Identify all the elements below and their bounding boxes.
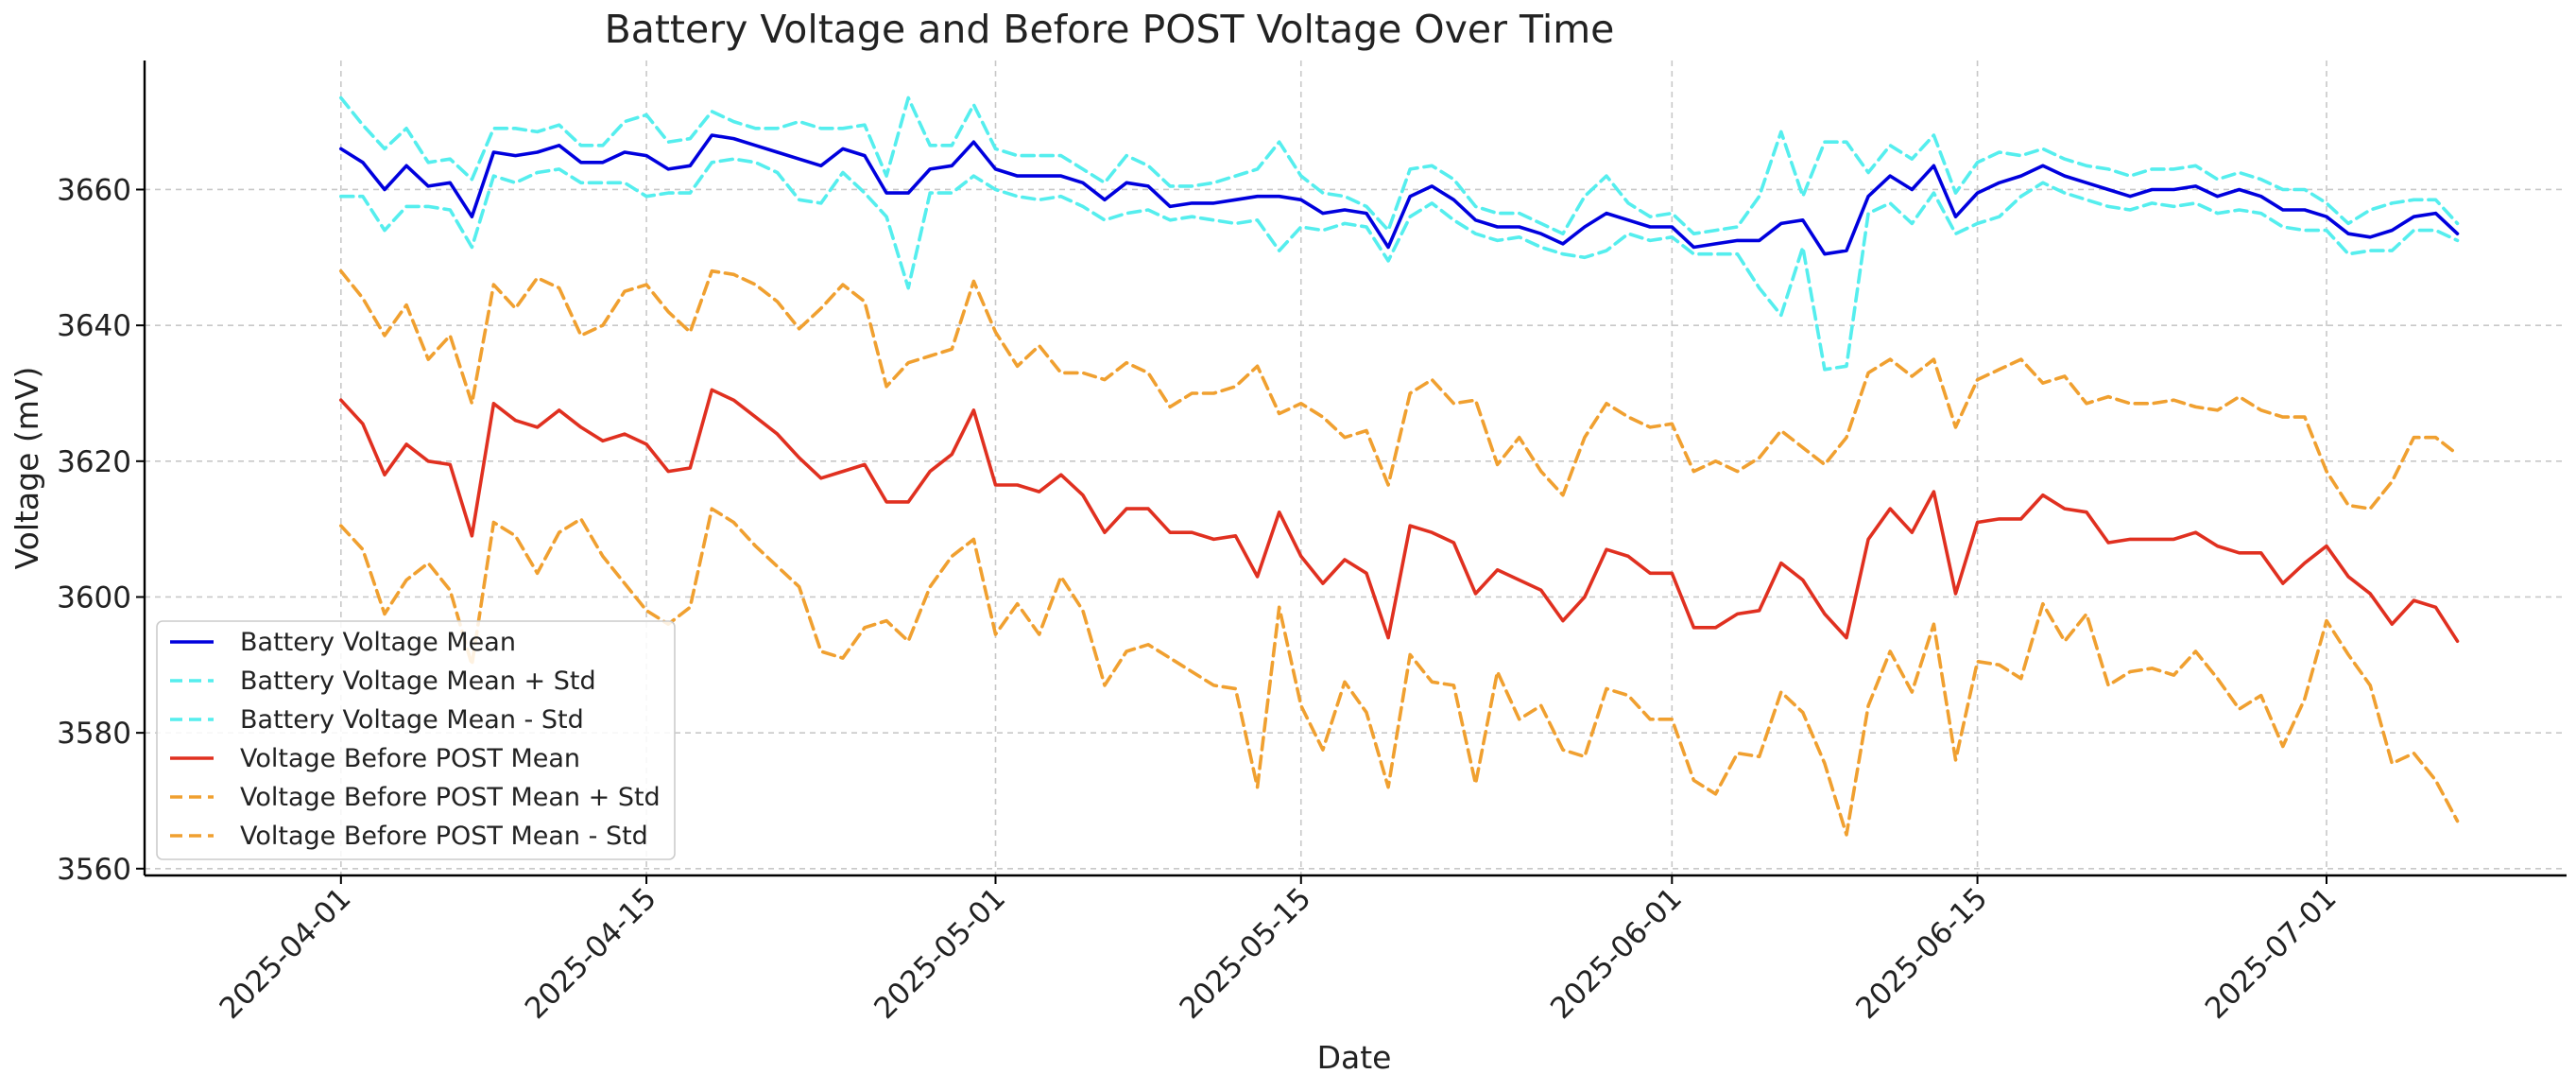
- y-tick-label: 3560: [57, 853, 131, 887]
- series-line-1: [338, 133, 2460, 256]
- x-tick-label: 2025-06-15: [1849, 881, 1994, 1026]
- series-line-6: [338, 507, 2460, 837]
- x-tick-label: 2025-05-01: [867, 881, 1012, 1026]
- series-line-2: [338, 95, 2460, 235]
- series-line-5: [338, 268, 2460, 511]
- legend-box: [156, 620, 676, 860]
- chart-title: Battery Voltage and Before POST Voltage …: [605, 7, 1615, 52]
- y-tick-label: 3640: [57, 309, 131, 343]
- y-tick-label: 3660: [57, 173, 131, 207]
- axes: [143, 61, 2567, 877]
- x-tick-label: 2025-05-15: [1174, 881, 1318, 1026]
- x-tick-label: 2025-04-15: [519, 881, 663, 1026]
- legend-label-1: Battery Voltage Mean: [240, 628, 516, 657]
- legend-label-2: Battery Voltage Mean + Std: [240, 667, 596, 696]
- x-axis-label: Date: [1317, 1039, 1392, 1076]
- series-line-3: [338, 157, 2460, 372]
- legend-label-6: Voltage Before POST Mean - Std: [240, 822, 648, 851]
- x-tick-label: 2025-06-01: [1544, 881, 1689, 1026]
- series-line-4: [338, 388, 2460, 644]
- y-tick-label: 3580: [57, 717, 131, 751]
- legend-label-5: Voltage Before POST Mean + Std: [240, 783, 661, 812]
- x-tick-label: 2025-07-01: [2199, 881, 2344, 1026]
- legend-label-3: Battery Voltage Mean - Std: [240, 705, 584, 735]
- x-ticks: 2025-04-01 2025-04-15 2025-05-01 2025-05-15…: [214, 875, 2344, 1026]
- legend-label-4: Voltage Before POST Mean: [240, 744, 580, 773]
- y-tick-label: 3600: [57, 580, 131, 615]
- y-tick-label: 3620: [57, 445, 131, 479]
- y-ticks: 3560 3580 3600 3620 3640 3660: [57, 173, 145, 887]
- legend: Battery Voltage Mean Battery Voltage Mean…: [156, 620, 676, 860]
- x-tick-label: 2025-04-01: [214, 881, 358, 1026]
- series-lines: [338, 95, 2460, 837]
- y-axis-label: Voltage (mV): [9, 367, 45, 570]
